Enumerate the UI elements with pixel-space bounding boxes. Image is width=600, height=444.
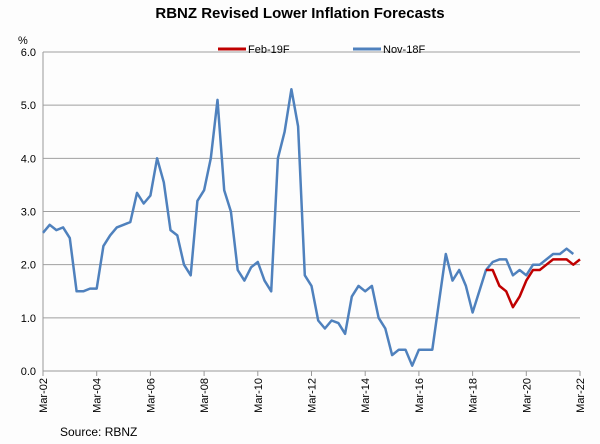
legend-label-feb-19f: Feb-19F — [248, 44, 290, 56]
x-tick-label: Mar-02 — [38, 378, 50, 413]
y-tick-label: 5.0 — [21, 100, 36, 112]
x-tick-label: Mar-08 — [199, 378, 211, 413]
x-tick-label: Mar-22 — [575, 378, 587, 413]
y-tick-label: 3.0 — [21, 207, 36, 219]
x-tick-label: Mar-12 — [307, 378, 319, 413]
y-axis-unit: % — [18, 35, 28, 47]
x-tick-label: Mar-18 — [468, 378, 480, 413]
y-tick-label: 4.0 — [21, 153, 36, 165]
y-tick-label: 1.0 — [21, 313, 36, 325]
x-tick-label: Mar-16 — [414, 378, 426, 413]
y-tick-label: 2.0 — [21, 260, 36, 272]
y-tick-label: 0.0 — [21, 366, 36, 378]
y-tick-label: 6.0 — [21, 47, 36, 59]
series-line-nov-18f — [42, 87, 575, 367]
x-tick-label: Mar-06 — [145, 378, 157, 413]
legend-label-nov-18f: Nov-18F — [383, 44, 425, 56]
x-tick-label: Mar-04 — [92, 378, 104, 413]
x-tick-label: Mar-10 — [253, 378, 265, 413]
chart-title: RBNZ Revised Lower Inflation Forecasts — [155, 5, 445, 22]
x-tick-label: Mar-14 — [360, 378, 372, 413]
source-note: Source: RBNZ — [60, 425, 138, 439]
x-tick-label: Mar-20 — [521, 378, 533, 413]
